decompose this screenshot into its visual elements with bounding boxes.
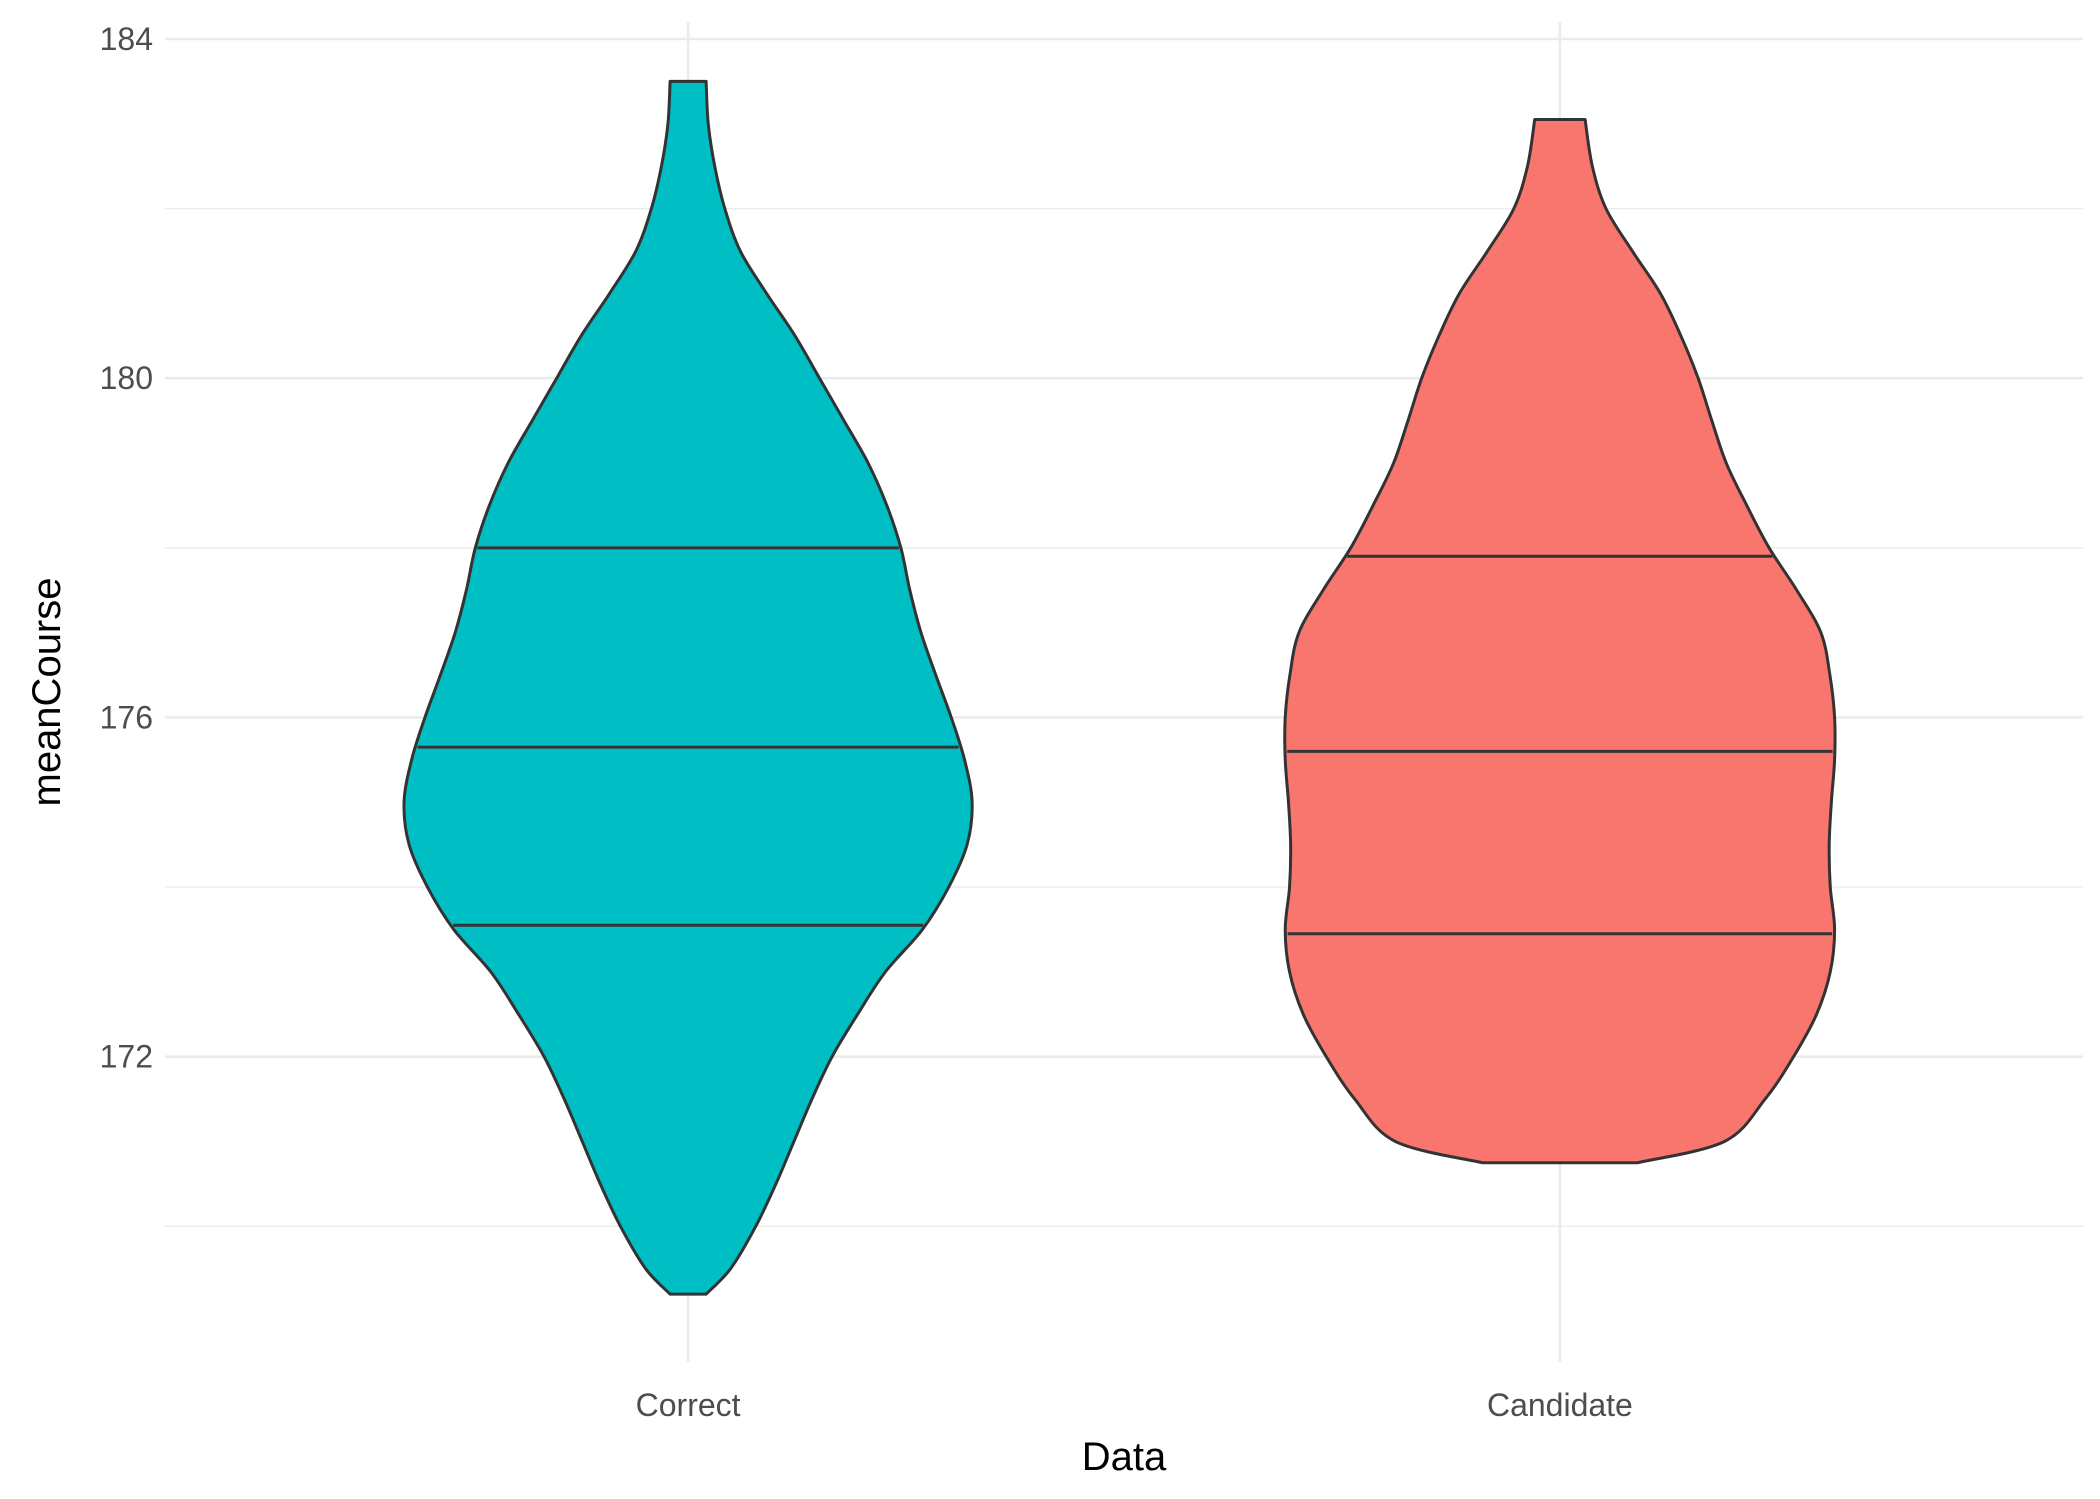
x-axis-ticks: Correct Candidate <box>636 1387 1633 1423</box>
violin-body <box>402 79 974 1296</box>
violin-candidate <box>1283 118 1837 1165</box>
violin-correct <box>402 79 974 1296</box>
x-tick-label: Candidate <box>1487 1387 1633 1423</box>
violin-body <box>1283 118 1837 1165</box>
y-tick-label: 176 <box>100 699 153 735</box>
y-tick-label: 180 <box>100 360 153 396</box>
x-tick-label: Correct <box>636 1387 741 1423</box>
x-axis-title: Data <box>1082 1435 1167 1479</box>
y-tick-label: 172 <box>100 1039 153 1075</box>
violins <box>402 79 1837 1296</box>
y-tick-label: 184 <box>100 21 153 57</box>
y-axis-ticks: 172 176 180 184 <box>100 21 153 1075</box>
y-axis-title: meanCourse <box>25 577 69 806</box>
